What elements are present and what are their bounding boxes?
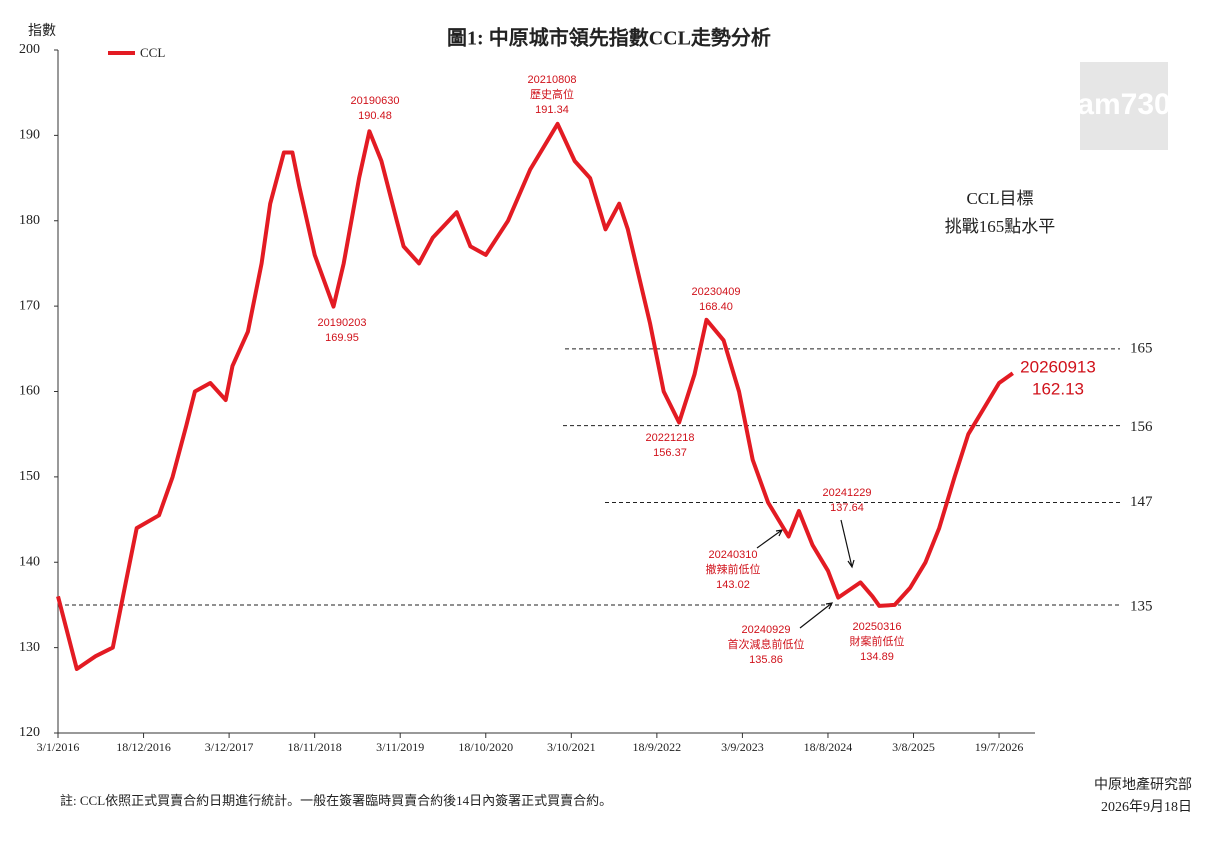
annotation-date: 20190630 xyxy=(351,95,400,107)
reference-label: 147 xyxy=(1130,494,1153,510)
reference-label: 156 xyxy=(1130,419,1153,435)
arrow xyxy=(840,519,855,569)
x-tick-label: 3/11/2019 xyxy=(376,740,424,754)
y-tick-label: 200 xyxy=(19,42,40,57)
annotation-date: 20240310 xyxy=(709,549,758,561)
annotation-value: 143.02 xyxy=(716,579,750,591)
x-tick-label: 3/1/2016 xyxy=(37,740,80,754)
x-tick-label: 18/8/2024 xyxy=(804,740,853,754)
annotation-date: 20241229 xyxy=(823,487,872,499)
annotation-value: 135.86 xyxy=(749,654,783,666)
annotation-value: 137.64 xyxy=(830,502,864,514)
y-tick-label: 150 xyxy=(19,469,40,484)
x-tick-label: 18/9/2022 xyxy=(633,740,682,754)
annotation-date: 20190203 xyxy=(318,317,367,329)
annotation-value: 169.95 xyxy=(325,332,359,344)
logo-box xyxy=(1080,62,1168,150)
arrow xyxy=(756,529,784,549)
target-note: CCL目標 xyxy=(966,189,1033,208)
annotation-date: 20260913 xyxy=(1020,357,1096,376)
y-tick-label: 130 xyxy=(19,640,40,655)
annotation-value: 168.40 xyxy=(699,301,733,313)
footnote: 註: CCL依照正式買賣合約日期進行統計。一般在簽署臨時買賣合約後14日內簽署正… xyxy=(60,793,612,808)
annotation-note: 撤辣前低位 xyxy=(706,562,761,576)
x-tick-label: 3/10/2021 xyxy=(547,740,596,754)
y-tick-label: 120 xyxy=(19,725,40,740)
annotation-date: 20230409 xyxy=(692,286,741,298)
data-line xyxy=(56,121,1014,671)
y-tick-label: 180 xyxy=(19,213,40,228)
x-tick-label: 18/12/2016 xyxy=(116,740,171,754)
annotation-note: 財案前低位 xyxy=(850,634,905,648)
arrows xyxy=(756,519,855,629)
annotation-note: 歷史高位 xyxy=(530,87,574,101)
y-tick-label: 160 xyxy=(19,384,40,399)
source-date: 2026年9月18日 xyxy=(1101,799,1192,815)
y-tick-label: 170 xyxy=(19,298,40,313)
legend-label: CCL xyxy=(140,45,165,60)
annotation-value: 191.34 xyxy=(535,104,569,116)
source: 中原地產研究部 xyxy=(1094,776,1192,793)
y-axis-label: 指數 xyxy=(28,23,56,39)
logo: am730 xyxy=(1077,88,1170,121)
x-tick-label: 3/8/2025 xyxy=(892,740,935,754)
reference-label: 165 xyxy=(1130,340,1153,356)
chart-title: 圖1: 中原城市領先指數CCL走勢分析 xyxy=(447,26,771,50)
y-tick-label: 140 xyxy=(19,554,40,569)
annotation-value: 156.37 xyxy=(653,447,687,459)
annotation-date: 20250316 xyxy=(853,621,902,633)
x-tick-label: 19/7/2026 xyxy=(975,740,1024,754)
arrow xyxy=(799,602,834,629)
y-tick-label: 190 xyxy=(19,128,40,143)
annotation-value: 190.48 xyxy=(358,110,392,122)
annotation-note: 首次減息前低位 xyxy=(728,637,805,651)
target-note: 挑戰165點水平 xyxy=(945,217,1056,236)
annotation-date: 20221218 xyxy=(646,432,695,444)
annotation-value: 162.13 xyxy=(1032,379,1084,398)
annotation-date: 20240929 xyxy=(742,624,791,636)
reference-label: 135 xyxy=(1130,598,1153,614)
x-tick-label: 18/11/2018 xyxy=(288,740,342,754)
annotation-value: 134.89 xyxy=(860,651,894,663)
x-tick-label: 3/9/2023 xyxy=(721,740,764,754)
annotation-date: 20210808 xyxy=(528,74,577,86)
x-tick-label: 3/12/2017 xyxy=(205,740,254,754)
x-tick-label: 18/10/2020 xyxy=(458,740,513,754)
